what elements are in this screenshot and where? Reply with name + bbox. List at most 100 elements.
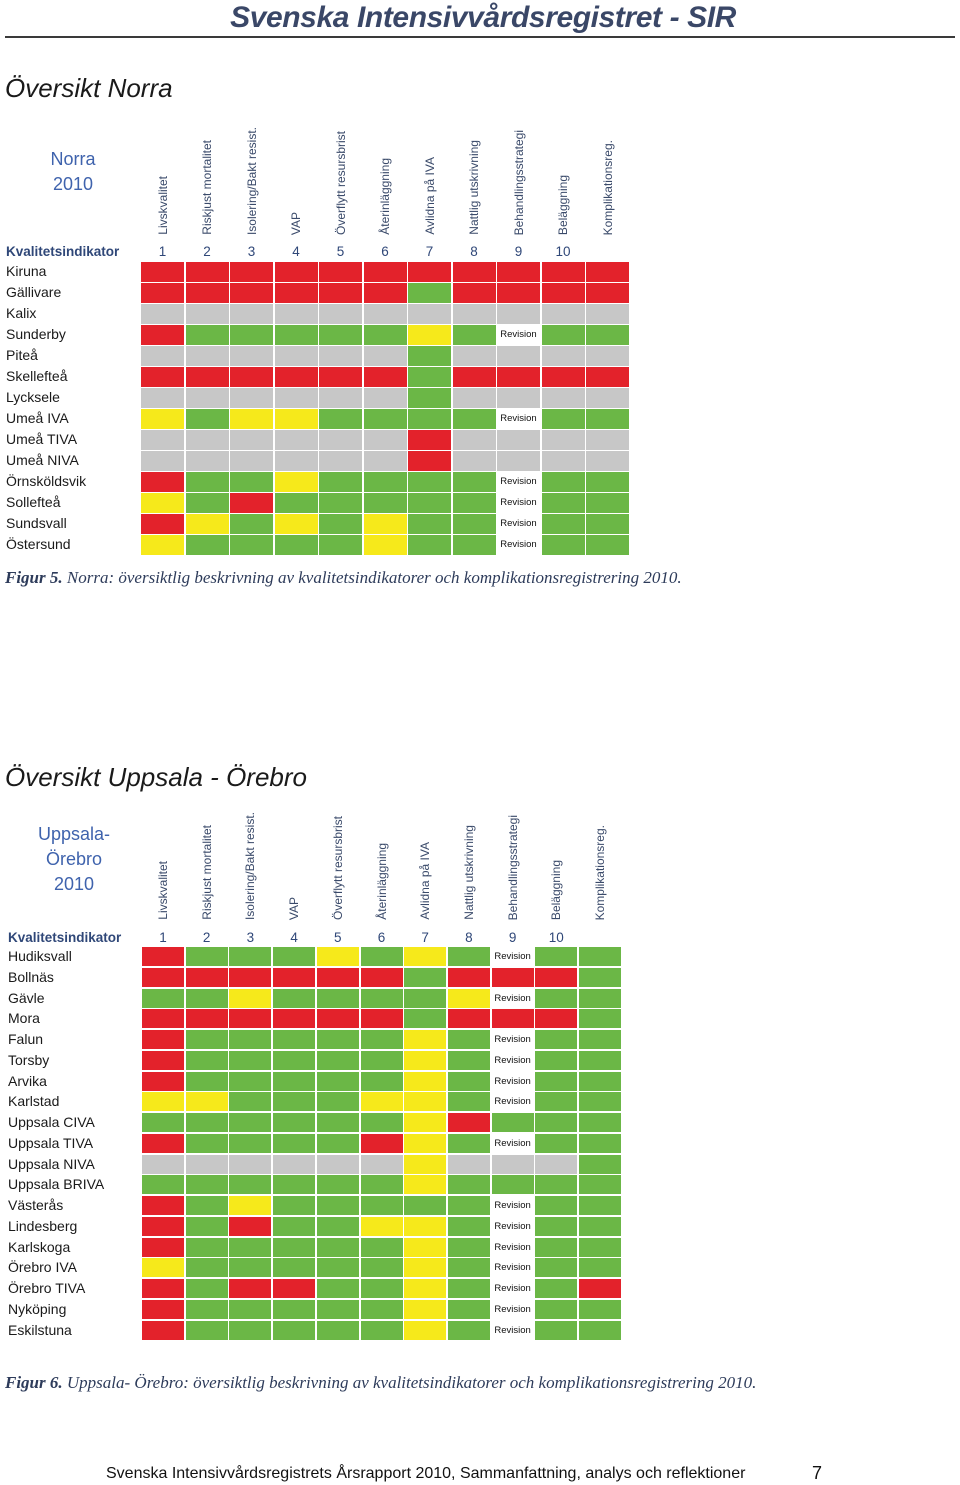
indicator-cell-red [363,367,407,387]
indicator-cell-green [273,1237,316,1257]
indicator-cell-yellow [404,1154,447,1174]
indicator-cell-green [229,1030,272,1049]
revision-label: Revision [494,951,531,962]
revision-label: Revision [494,1034,531,1045]
indicator-cell-gray [230,346,273,366]
unit-name: Mora [8,1010,40,1027]
indicator-cell-yellow [404,1258,447,1278]
column-header: Livskvalitet [155,176,170,235]
indicator-cell-green [229,947,272,966]
indicator-cell-green [229,1092,272,1112]
revision-cell: Revision [491,1237,534,1257]
indicator-cell-green [408,535,451,555]
indicator-cell-green [586,535,629,555]
indicator-cell-gray [586,304,629,324]
indicator-cell-green [185,1299,228,1319]
indicator-cell-red [491,967,534,987]
indicator-cell-gray [541,346,585,366]
indicator-number: 10 [548,930,564,945]
indicator-cell-green [360,988,403,1008]
indicator-cell-yellow [404,1071,447,1091]
indicator-cell-green [360,1113,403,1132]
indicator-cell-red [230,262,273,282]
indicator-cell-gray [497,430,540,450]
indicator-cell-red [142,1050,184,1070]
indicator-number: 7 [421,930,429,945]
indicator-cell-green [273,1092,316,1112]
indicator-cell-green [273,1071,316,1091]
indicator-cell-green [408,493,451,513]
indicator-cell-green [185,325,229,345]
indicator-cell-red [141,262,184,282]
indicator-cell-gray [141,451,184,471]
indicator-cell-red [274,262,318,282]
indicator-cell-green [316,1092,359,1112]
revision-cell: Revision [491,1216,534,1236]
indicator-cell-red [230,283,273,303]
indicator-cell-green [579,1071,621,1091]
indicator-cell-green [273,1216,316,1236]
indicator-cell-gray [541,430,585,450]
indicator-cell-green [579,1154,621,1174]
region-name: Örebro [45,849,103,869]
revision-cell: Revision [491,1133,534,1153]
revision-label: Revision [494,1075,531,1087]
revision-label: Revision [494,1054,531,1066]
indicator-cell-gray [586,430,629,450]
indicator-cell-yellow [185,514,229,534]
indicator-cell-green [273,1133,316,1153]
column-header: Beläggning [549,859,564,920]
indicator-cell-green [316,1050,359,1070]
indicator-cell-green [316,1299,359,1319]
indicator-cell-green [579,1050,621,1070]
indicator-cell-green [404,1196,447,1215]
indicator-cell-red [141,514,184,534]
indicator-cell-green [273,1196,316,1215]
unit-name: Umeå IVA [6,410,69,426]
unit-name: Lycksele [6,389,60,405]
revision-cell: Revision [497,472,540,492]
revision-label: Revision [500,518,537,529]
indicator-cell-green [535,947,578,966]
indicator-cell-green [452,535,496,555]
unit-name: Sollefteå [6,494,61,510]
indicator-cell-green [316,1030,359,1049]
indicator-cell-green [447,1299,490,1319]
indicator-cell-red [142,1279,184,1298]
column-header: Livskvalitet [156,861,170,920]
indicator-cell-green [541,472,585,492]
indicator-cell-red [273,1009,316,1029]
revision-cell: Revision [491,1092,534,1112]
revision-cell: Revision [497,409,540,429]
indicator-cell-green [491,1175,534,1195]
indicator-cell-green [273,1113,316,1132]
indicator-cell-green [360,1258,403,1278]
indicator-cell-gray [230,451,273,471]
indicator-cell-green [408,283,451,303]
indicator-cell-green [273,1050,316,1070]
indicator-cell-green [185,1258,228,1278]
indicator-cell-green [185,1113,228,1132]
indicator-cell-green [408,388,451,408]
footer-text: Svenska Intensivvårdsregistrets Årsrappo… [106,1465,746,1482]
indicator-cell-green [408,409,451,429]
page-number: 7 [812,1463,823,1483]
revision-cell: Revision [491,1320,534,1340]
indicator-cell-green [452,409,496,429]
indicator-cell-red [142,1320,184,1340]
revision-label: Revision [500,413,537,424]
indicator-cell-green [535,1113,578,1132]
indicator-cell-gray [408,304,451,324]
indicator-cell-yellow [274,472,318,492]
indicator-cell-green [579,1237,621,1257]
indicator-cell-green [447,1071,490,1091]
indicator-cell-green [185,1050,228,1070]
figure-caption-5: Figur 5. Norra: översiktlig beskrivning … [5,567,682,589]
indicator-cell-green [185,1133,228,1153]
section-heading-uppsala-orebro: Översikt Uppsala - Örebro [5,762,307,792]
revision-cell: Revision [491,1071,534,1091]
indicator-cell-gray [185,1154,228,1174]
indicator-cell-green [319,325,362,345]
indicator-cell-green [452,472,496,492]
indicator-cell-green [535,1237,578,1257]
